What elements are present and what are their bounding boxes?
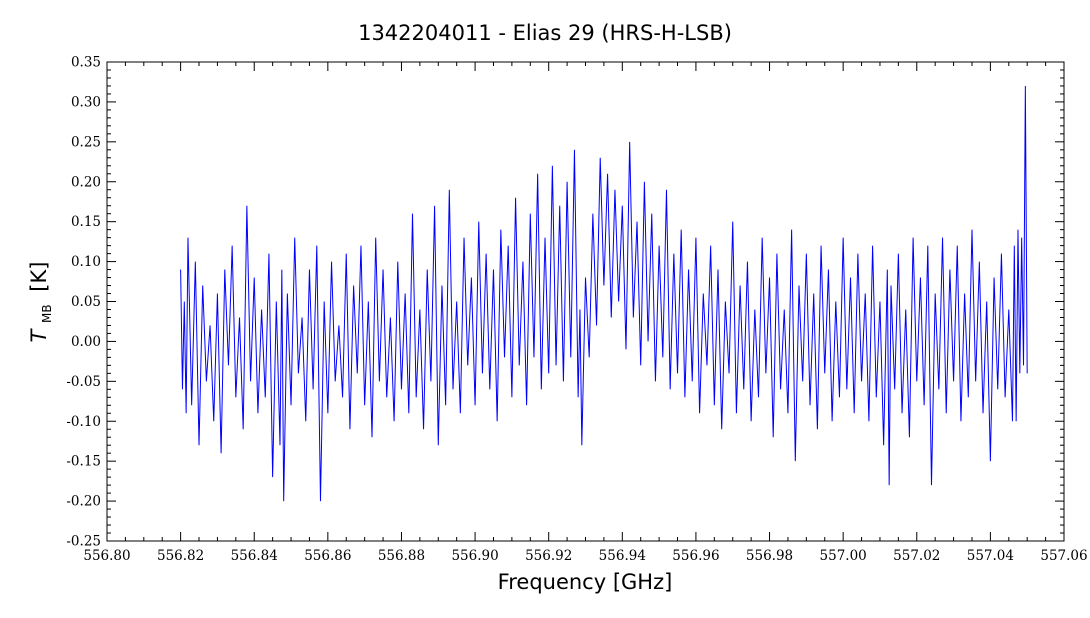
x-tick-label: 557.02 xyxy=(893,548,940,564)
y-tick-label: 0.35 xyxy=(71,55,101,71)
y-tick-label: 0.30 xyxy=(71,94,101,110)
x-tick-label: 557.06 xyxy=(1040,548,1087,564)
x-tick-label: 557.04 xyxy=(967,548,1014,564)
x-tick-label: 556.86 xyxy=(304,548,351,564)
y-axis-label-subscript: MB xyxy=(40,304,54,323)
y-tick-marks xyxy=(107,61,1064,542)
series-layer xyxy=(180,85,1028,502)
x-axis-label: Frequency [GHz] xyxy=(498,570,673,594)
y-axis-label: T MB [K] xyxy=(27,262,56,343)
chart-title: 1342204011 - Elias 29 (HRS-H-LSB) xyxy=(358,21,732,45)
spectrum-series-line xyxy=(180,85,1028,502)
x-tick-label: 556.92 xyxy=(525,548,572,564)
x-tick-label: 556.98 xyxy=(746,548,793,564)
y-tick-label: -0.20 xyxy=(66,494,101,510)
x-tick-label: 556.90 xyxy=(451,548,498,564)
x-tick-label: 556.96 xyxy=(672,548,719,564)
plot-area xyxy=(106,61,1065,542)
x-tick-marks xyxy=(106,62,1065,541)
y-tick-label: 0.20 xyxy=(71,174,101,190)
y-axis-label-symbol: T xyxy=(27,327,51,342)
x-tick-label: 557.00 xyxy=(820,548,867,564)
y-tick-label: -0.10 xyxy=(66,414,101,430)
y-tick-label: -0.05 xyxy=(66,374,101,390)
y-tick-label: 0.05 xyxy=(71,294,101,310)
y-tick-label: -0.15 xyxy=(66,454,101,470)
y-tick-label: -0.25 xyxy=(66,534,101,550)
y-axis-label-unit: [K] xyxy=(27,262,51,292)
x-tick-label: 556.84 xyxy=(231,548,278,564)
x-tick-label: 556.82 xyxy=(157,548,204,564)
y-tick-label: 0.25 xyxy=(71,134,101,150)
y-tick-labels: 0.35 0.30 0.25 0.20 0.15 0.10 0.05 0.00 -0.05 -0.… xyxy=(66,55,101,550)
x-tick-label: 556.88 xyxy=(378,548,425,564)
x-tick-label: 556.80 xyxy=(83,548,130,564)
y-tick-label: 0.00 xyxy=(71,334,101,350)
x-tick-label: 556.94 xyxy=(599,548,646,564)
plot-frame xyxy=(106,61,1065,542)
x-tick-labels: 556.80 556.82 556.84 556.86 556.88 556.90 556.… xyxy=(83,548,1087,564)
y-tick-label: 0.15 xyxy=(71,214,101,230)
y-tick-label: 0.10 xyxy=(71,254,101,270)
